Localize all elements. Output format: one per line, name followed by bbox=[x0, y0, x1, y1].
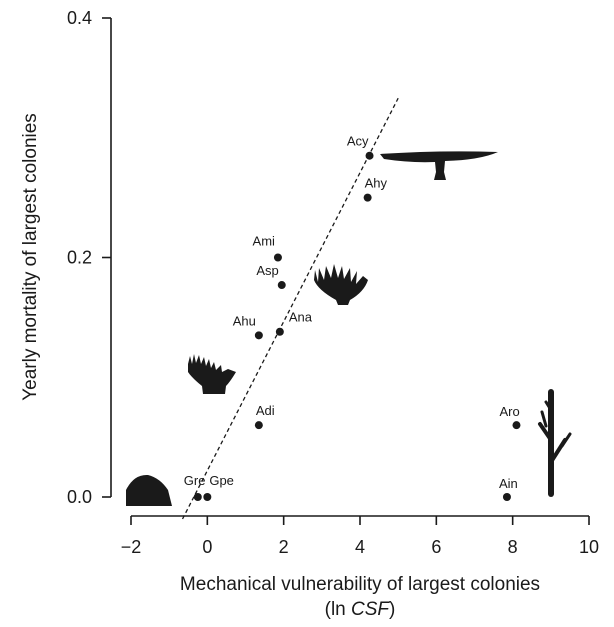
y-tick-label: 0.4 bbox=[67, 8, 92, 28]
trend-line bbox=[181, 97, 399, 520]
point-label-aro: Aro bbox=[499, 404, 519, 419]
digitate-colony-silhouette bbox=[188, 354, 236, 394]
data-point-acy bbox=[365, 151, 374, 160]
x-axis-title: Mechanical vulnerability of largest colo… bbox=[180, 574, 540, 595]
data-points: Acy Ahy Ami Asp Ahu Ana Adi Gre Gpe Aro Ain bbox=[184, 134, 521, 501]
x-tick-label: 0 bbox=[202, 537, 212, 557]
data-point-asp bbox=[277, 281, 286, 290]
data-point-ami bbox=[273, 253, 282, 262]
point-label-ain: Ain bbox=[499, 476, 518, 491]
y-tick-label: 0.2 bbox=[67, 248, 92, 268]
data-point-adi bbox=[254, 421, 263, 430]
x-axis-title-line2: (ln CSF) bbox=[325, 599, 396, 620]
x-tick-label: 2 bbox=[279, 537, 289, 557]
point-label-asp: Asp bbox=[256, 263, 278, 278]
data-point-ain bbox=[502, 493, 511, 501]
branching-colony-silhouette bbox=[538, 389, 572, 497]
y-tick-label: 0.0 bbox=[67, 487, 92, 507]
data-point-ahy bbox=[363, 193, 372, 202]
x-tick-label: −2 bbox=[121, 537, 142, 557]
point-label-ahu: Ahu bbox=[233, 313, 256, 328]
point-label-ana: Ana bbox=[289, 310, 313, 325]
x-tick-label: 10 bbox=[579, 537, 599, 557]
x-tick-label: 4 bbox=[355, 537, 365, 557]
trend-line-group bbox=[181, 97, 399, 520]
data-point-ahu bbox=[254, 331, 263, 340]
data-point-gre bbox=[193, 493, 202, 501]
tabular-colony-silhouette bbox=[380, 151, 498, 180]
point-label-acy: Acy bbox=[347, 134, 369, 149]
point-label-gpe: Gpe bbox=[209, 473, 234, 488]
massive-colony-silhouette bbox=[126, 474, 172, 506]
data-point-ana bbox=[275, 327, 284, 336]
x-tick-label: 8 bbox=[508, 537, 518, 557]
point-label-adi: Adi bbox=[256, 403, 275, 418]
data-point-gpe bbox=[203, 493, 212, 501]
data-point-aro bbox=[512, 421, 521, 430]
y-axis-title: Yearly mortality of largest colonies bbox=[20, 113, 41, 401]
corymbose-colony-silhouette bbox=[314, 264, 368, 305]
point-label-ahy: Ahy bbox=[365, 176, 388, 191]
x-tick-label: 6 bbox=[431, 537, 441, 557]
point-label-ami: Ami bbox=[253, 234, 276, 249]
axis-ticks: −2 0 2 4 6 8 10 0.0 0.2 0.4 bbox=[67, 8, 599, 557]
point-label-gre: Gre bbox=[184, 473, 206, 488]
